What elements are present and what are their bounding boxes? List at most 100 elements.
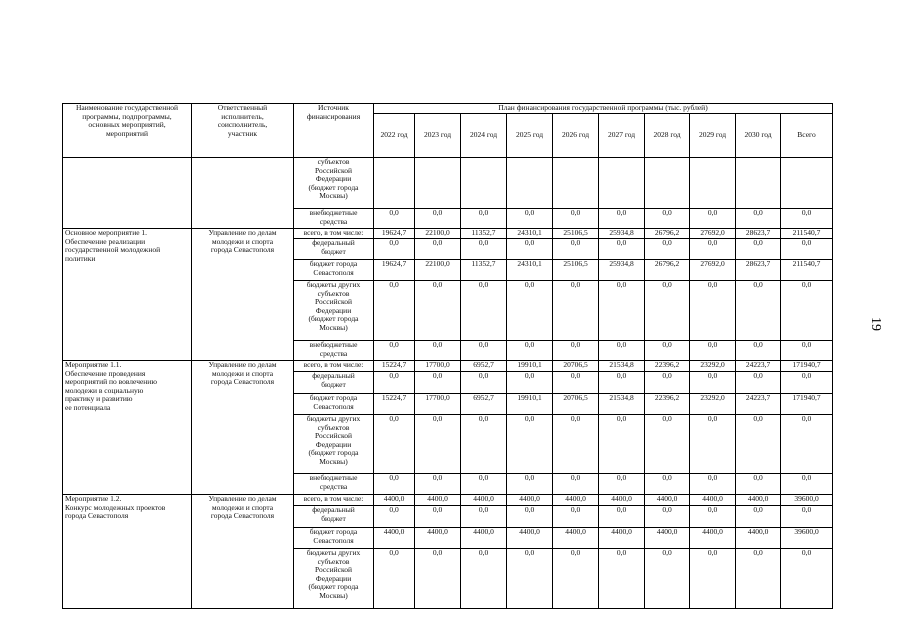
year-header: 2028 год: [644, 113, 690, 158]
amount: 0,0: [373, 371, 415, 394]
data-row: федеральный бюджет 0,0 0,0 0,0 0,0 0,0 0,0 0,0 0…: [63, 238, 834, 260]
amount: 0,0: [506, 505, 553, 528]
amount: 0,0: [689, 548, 736, 609]
amount: 0,0: [735, 505, 781, 528]
amount: 0,0: [779, 280, 834, 341]
amount: 0,0: [598, 238, 645, 260]
amount: 4400,0: [689, 494, 736, 506]
amount: 0,0: [506, 208, 553, 229]
year-header: 2022 год: [373, 113, 415, 158]
amount: 0,0: [552, 371, 599, 394]
amount: 0,0: [598, 340, 645, 361]
header-row: Наименование государственной программы, …: [62, 103, 834, 158]
amount: 0,0: [552, 473, 599, 495]
amount: 0,0: [552, 280, 599, 341]
year-header: 2025 год: [506, 113, 553, 158]
activity-name: Мероприятие 1.2. Конкурс молодежных прое…: [62, 494, 192, 609]
amount: 4400,0: [460, 494, 507, 506]
funding-source: всего, в том числе:: [293, 228, 374, 239]
table-body: Наименование государственной программы, …: [62, 103, 834, 609]
amount: 0,0: [598, 208, 645, 229]
amount: 21534,8: [598, 393, 645, 415]
amount: 0,0: [373, 473, 415, 495]
amount: 0,0: [414, 473, 461, 495]
amount: 24310,1: [506, 259, 553, 281]
funding-source: бюджеты других субъектов Российской Феде…: [293, 280, 374, 341]
year-header: 2029 год: [689, 113, 736, 158]
amount: 0,0: [460, 414, 507, 474]
amount: 0,0: [644, 340, 690, 361]
amount: 211540,7: [779, 259, 834, 281]
amount: 0,0: [644, 505, 690, 528]
funding-source: бюджеты других субъектов Российской Феде…: [293, 548, 374, 609]
amount: 0,0: [460, 280, 507, 341]
funding-source: бюджеты других субъектов Российской Феде…: [293, 414, 374, 474]
amount: 4400,0: [644, 527, 690, 549]
amount: 22100,0: [414, 259, 461, 281]
amount: 11352,7: [460, 228, 507, 239]
amount: 0,0: [598, 505, 645, 528]
amount: 0,0: [598, 414, 645, 474]
amount: 4400,0: [506, 527, 553, 549]
amount: 0,0: [506, 238, 553, 260]
amount: 4400,0: [373, 494, 415, 506]
amount: 0,0: [414, 371, 461, 394]
amount: 0,0: [735, 414, 781, 474]
funding-source: внебюджетные средства: [293, 340, 374, 361]
responsible: [191, 157, 294, 229]
amount: 28623,7: [735, 228, 781, 239]
amount: 25934,8: [598, 228, 645, 239]
amount: 0,0: [644, 414, 690, 474]
amount: 0,0: [689, 371, 736, 394]
amount: 171940,7: [779, 393, 834, 415]
page-number: 19: [868, 317, 883, 331]
amount: 0,0: [414, 414, 461, 474]
amount: 4400,0: [414, 527, 461, 549]
activity-name: Мероприятие 1.1. Обеспечение проведения …: [62, 360, 192, 495]
amount: 0,0: [598, 371, 645, 394]
funding-source: внебюджетные средства: [293, 208, 374, 229]
amount: 17700,0: [414, 393, 461, 415]
amount: 0,0: [414, 208, 461, 229]
amount: 0,0: [689, 208, 736, 229]
amount: 0,0: [552, 208, 599, 229]
data-row: бюджеты других субъектов Российской Феде…: [63, 548, 834, 609]
activity-name: Основное мероприятие 1. Обеспечение реал…: [62, 228, 192, 361]
amount: 0,0: [644, 473, 690, 495]
amount: 0,0: [506, 473, 553, 495]
amount: 19624,7: [373, 228, 415, 239]
amount: 39600,0: [779, 494, 834, 506]
amount: 25106,5: [552, 228, 599, 239]
amount: 0,0: [689, 238, 736, 260]
amount: 4400,0: [644, 494, 690, 506]
amount: 0,0: [779, 548, 834, 609]
amount: 6952,7: [460, 393, 507, 415]
amount: 0,0: [414, 280, 461, 341]
amount: [598, 157, 645, 209]
data-row: субъектов Российской Федерации (бюджет г…: [62, 157, 834, 229]
finance-table: Наименование государственной программы, …: [62, 103, 834, 609]
amount: 26796,2: [644, 259, 690, 281]
amount: 0,0: [644, 371, 690, 394]
amount: 0,0: [506, 340, 553, 361]
amount: [506, 157, 553, 209]
amount: 0,0: [735, 371, 781, 394]
amount: 19910,1: [506, 393, 553, 415]
amount: 0,0: [779, 238, 834, 260]
amount: 25106,5: [552, 259, 599, 281]
amount: 0,0: [506, 548, 553, 609]
amount: 0,0: [779, 208, 834, 229]
amount: 26796,2: [644, 228, 690, 239]
amount: 0,0: [373, 208, 415, 229]
amount: 0,0: [414, 340, 461, 361]
amount: 0,0: [414, 505, 461, 528]
amount: 0,0: [373, 505, 415, 528]
responsible: Управление по делам молодежи и спорта го…: [191, 494, 294, 609]
amount: 21534,8: [598, 360, 645, 372]
responsible: Управление по делам молодежи и спорта го…: [191, 228, 294, 361]
amount: 0,0: [373, 238, 415, 260]
amount: 171940,7: [779, 360, 834, 372]
amount: 27692,0: [689, 228, 736, 239]
funding-source: федеральный бюджет: [293, 238, 374, 260]
amount: [460, 157, 507, 209]
